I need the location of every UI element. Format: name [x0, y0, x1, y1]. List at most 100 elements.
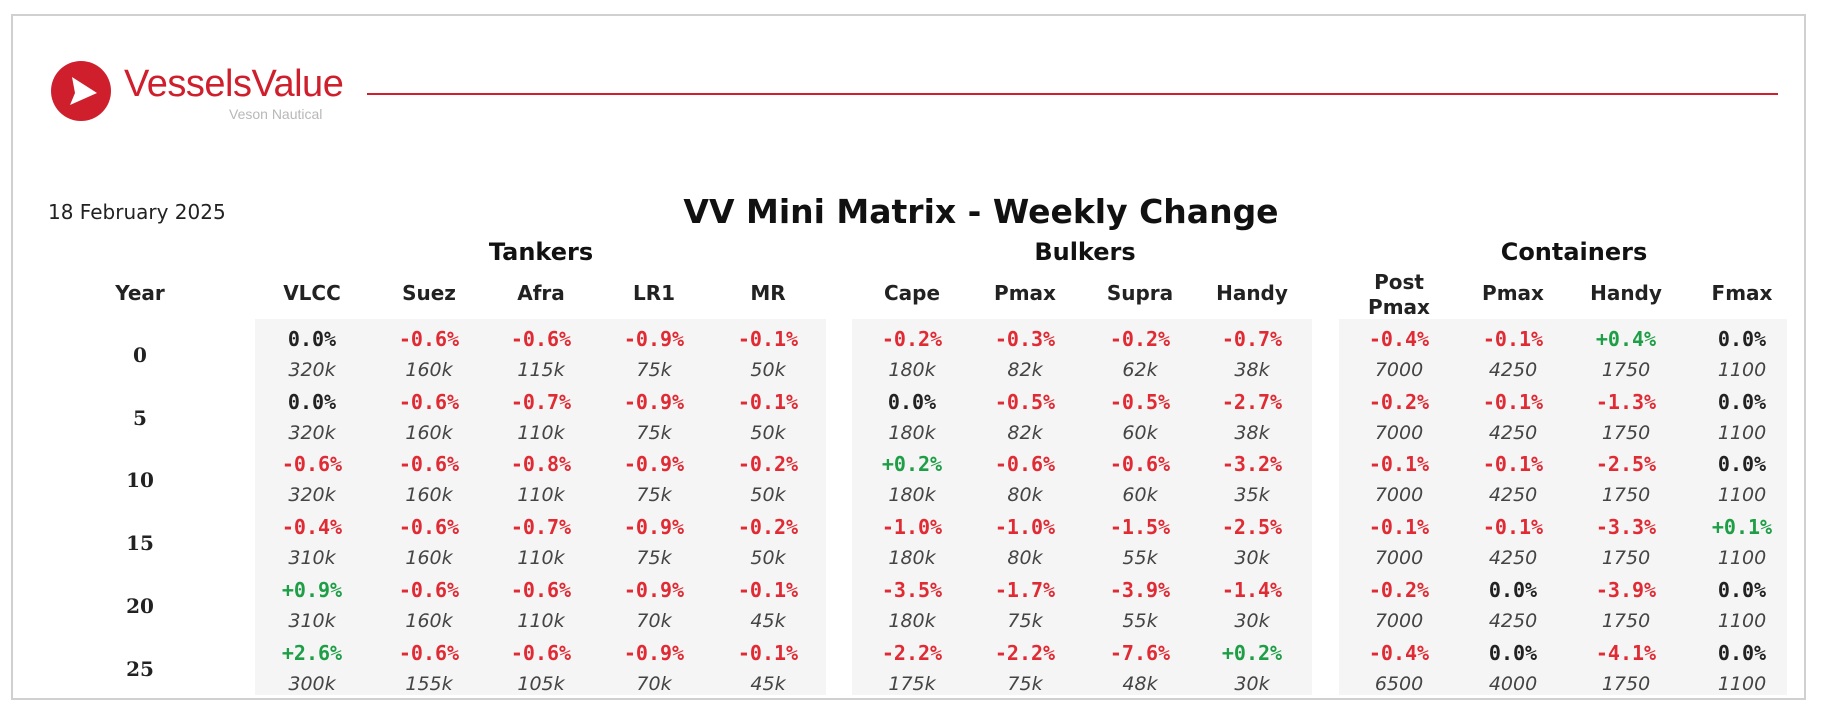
- vessel-size-value: 75k: [1007, 610, 1043, 632]
- vessel-size-value: 70k: [636, 610, 672, 632]
- column-header: Afra: [485, 281, 597, 306]
- weekly-change-value: 0.0%: [1717, 641, 1767, 665]
- weekly-change-value: -0.2%: [881, 327, 943, 351]
- vessel-size-value: 1750: [1601, 422, 1651, 444]
- weekly-change-value: -1.5%: [1109, 515, 1171, 539]
- column-header-line: VLCC: [283, 281, 341, 305]
- column-header: Fmax: [1686, 281, 1798, 306]
- vessel-size-value: 45k: [750, 673, 786, 695]
- column-header-line: Suez: [402, 281, 456, 305]
- column-header-line: Fmax: [1711, 281, 1773, 305]
- weekly-change-value: -0.9%: [623, 327, 685, 351]
- weekly-change-value: -2.5%: [1595, 452, 1657, 476]
- vessel-size-value: 75k: [636, 547, 672, 569]
- weekly-change-value: -0.9%: [623, 390, 685, 414]
- weekly-change-value: +0.2%: [1221, 641, 1283, 665]
- bulkers-background: [852, 319, 1312, 695]
- vessel-size-value: 7000: [1374, 359, 1424, 381]
- vessel-size-value: 7000: [1374, 610, 1424, 632]
- weekly-change-value: -0.6%: [398, 515, 460, 539]
- weekly-change-value: -0.6%: [281, 452, 343, 476]
- column-header-line: Handy: [1216, 281, 1288, 305]
- column-header-line: MR: [750, 281, 786, 305]
- vessel-size-value: 80k: [1007, 484, 1043, 506]
- vessel-size-value: 50k: [750, 547, 786, 569]
- weekly-change-value: -2.5%: [1221, 515, 1283, 539]
- vessel-size-value: 1100: [1717, 547, 1767, 569]
- weekly-change-value: 0.0%: [1717, 390, 1767, 414]
- vessel-size-value: 48k: [1122, 673, 1158, 695]
- vessel-size-value: 1750: [1601, 610, 1651, 632]
- report-date: 18 February 2025: [48, 200, 226, 224]
- weekly-change-value: -0.5%: [994, 390, 1056, 414]
- weekly-change-value: -0.4%: [1368, 327, 1430, 351]
- weekly-change-value: -3.3%: [1595, 515, 1657, 539]
- vessel-size-value: 105k: [517, 673, 565, 695]
- vessel-size-value: 1750: [1601, 673, 1651, 695]
- vessel-size-value: 7000: [1374, 422, 1424, 444]
- tankers-background: [255, 319, 826, 695]
- vessel-size-value: 1100: [1717, 359, 1767, 381]
- vessel-size-value: 160k: [405, 547, 453, 569]
- vessel-size-value: 180k: [888, 422, 936, 444]
- weekly-change-value: -0.2%: [1368, 390, 1430, 414]
- vessel-size-value: 7000: [1374, 484, 1424, 506]
- weekly-change-value: -3.9%: [1109, 578, 1171, 602]
- vessel-size-value: 6500: [1374, 673, 1424, 695]
- weekly-change-value: -3.5%: [881, 578, 943, 602]
- year-label: 0: [133, 343, 147, 367]
- weekly-change-value: -0.3%: [994, 327, 1056, 351]
- vessel-size-value: 4250: [1488, 359, 1538, 381]
- weekly-change-value: +0.4%: [1595, 327, 1657, 351]
- column-header-line: Pmax: [1368, 295, 1430, 319]
- vessel-size-value: 55k: [1122, 610, 1158, 632]
- weekly-change-value: -0.6%: [398, 578, 460, 602]
- weekly-change-value: -4.1%: [1595, 641, 1657, 665]
- weekly-change-value: -0.5%: [1109, 390, 1171, 414]
- year-label: 10: [126, 468, 154, 492]
- weekly-change-value: 0.0%: [1717, 452, 1767, 476]
- weekly-change-value: 0.0%: [1717, 327, 1767, 351]
- vessel-size-value: 180k: [888, 484, 936, 506]
- vessel-size-value: 35k: [1234, 484, 1270, 506]
- column-header-line: LR1: [632, 281, 676, 305]
- weekly-change-value: -0.1%: [737, 327, 799, 351]
- weekly-change-value: -0.9%: [623, 641, 685, 665]
- vessel-size-value: 180k: [888, 610, 936, 632]
- column-header-line: Handy: [1590, 281, 1662, 305]
- weekly-change-value: -1.0%: [881, 515, 943, 539]
- weekly-change-value: -0.6%: [510, 578, 572, 602]
- vessel-size-value: 4250: [1488, 547, 1538, 569]
- year-label: 20: [126, 594, 154, 618]
- vessel-size-value: 110k: [517, 547, 565, 569]
- header-rule: [367, 93, 1778, 95]
- weekly-change-value: 0.0%: [1488, 578, 1538, 602]
- column-header: Pmax: [1457, 281, 1569, 306]
- column-header: Post Pmax: [1343, 270, 1455, 320]
- year-label: 15: [126, 531, 154, 555]
- group-label-tankers: Tankers: [488, 238, 594, 266]
- vessel-size-value: 62k: [1122, 359, 1158, 381]
- weekly-change-value: -1.7%: [994, 578, 1056, 602]
- weekly-change-value: -0.1%: [1368, 515, 1430, 539]
- vessel-size-value: 1100: [1717, 673, 1767, 695]
- vessel-size-value: 1750: [1601, 484, 1651, 506]
- vessel-size-value: 30k: [1234, 610, 1270, 632]
- weekly-change-value: -1.3%: [1595, 390, 1657, 414]
- vessel-size-value: 180k: [888, 359, 936, 381]
- weekly-change-value: -0.4%: [1368, 641, 1430, 665]
- vessel-size-value: 82k: [1007, 359, 1043, 381]
- weekly-change-value: -0.6%: [510, 641, 572, 665]
- weekly-change-value: -0.6%: [398, 327, 460, 351]
- vessel-size-value: 110k: [517, 484, 565, 506]
- vessel-size-value: 38k: [1234, 422, 1270, 444]
- vessel-size-value: 4250: [1488, 422, 1538, 444]
- vessel-size-value: 310k: [288, 610, 336, 632]
- year-label: 5: [133, 406, 147, 430]
- vesselsvalue-logo-icon: [51, 61, 111, 121]
- column-header-line: Post: [1374, 270, 1424, 294]
- weekly-change-value: -0.2%: [737, 515, 799, 539]
- column-header: Handy: [1570, 281, 1682, 306]
- weekly-change-value: -3.2%: [1221, 452, 1283, 476]
